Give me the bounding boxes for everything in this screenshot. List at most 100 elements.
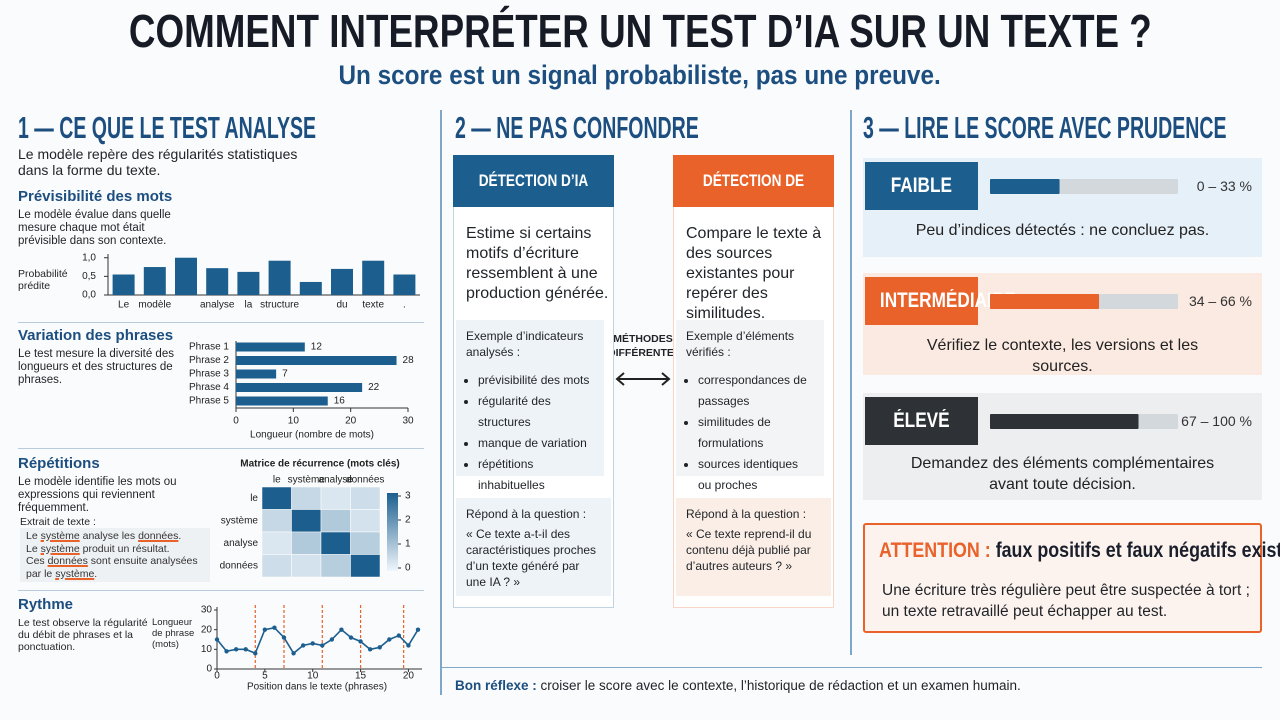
x-tick-label: la	[245, 300, 253, 311]
point	[310, 641, 315, 646]
description: Le modèle identifie les mots ou expressi…	[18, 476, 177, 514]
y-tick-label: 10	[201, 644, 213, 655]
subheading: Prévisibilité des mots	[18, 188, 173, 205]
row-label: le	[250, 493, 258, 504]
column-label: analyse	[319, 475, 354, 486]
level-block: FAIBLE 0 – 33 % Peu d’indices détectés : n…	[863, 158, 1262, 257]
x-tick-label: modèle	[138, 300, 171, 311]
bar	[362, 260, 385, 295]
bar	[112, 274, 135, 295]
point	[243, 647, 248, 652]
excerpt-segment: .	[178, 530, 182, 542]
title: COMMENT INTERPRÉTER UN TEST D’IA SUR UN …	[128, 5, 1152, 57]
heat-cell	[350, 531, 381, 555]
y-axis-label: Probabilité prédite	[18, 268, 68, 292]
examples-box: Exemple d’indicateurs analysés : prévisib…	[456, 320, 604, 492]
colorbar-label: 2	[405, 515, 411, 526]
level-block: INTERMÉDIAIRE 34 – 66 % Vérifiez le contex…	[863, 273, 1262, 375]
separator	[18, 448, 424, 449]
level-range: 34 – 66 %	[1188, 293, 1252, 309]
data-label: 7	[282, 369, 288, 380]
bar	[236, 369, 277, 379]
heat-cell	[320, 486, 351, 510]
excerpt-line: Ces données sont ensuite analysées	[26, 555, 204, 568]
question-box: Répond à la question : « Ce texte reprend…	[676, 498, 831, 596]
section-heading: 3 — LIRE LE SCORE AVEC PRUDENCE	[863, 110, 1227, 145]
colorbar-label: 3	[405, 491, 411, 502]
row-label: analyse	[224, 538, 259, 549]
point	[262, 627, 268, 632]
column-label: le	[273, 475, 281, 486]
y-tick-label: 30	[201, 605, 213, 616]
level-description: Demandez des éléments complémentaires av…	[910, 455, 1215, 493]
x-tick-label: du	[336, 300, 347, 311]
intro: Le modèle repère des régularités statist…	[18, 146, 298, 178]
separator	[18, 322, 424, 323]
point	[291, 651, 296, 656]
excerpt-segment: par le	[26, 567, 56, 580]
examples-label: Exemple d’éléments vérifiés :	[686, 329, 795, 359]
point	[300, 643, 306, 648]
excerpt-segment: Ces	[26, 555, 48, 567]
point	[377, 645, 382, 650]
bar	[236, 396, 328, 406]
excerpt-line: par le système.	[26, 568, 204, 581]
examples-list: prévisibilité des motsrégularité des str…	[466, 370, 594, 496]
question: « Ce texte reprend-il du contenu déjà pu…	[686, 527, 812, 573]
excerpt-segment: Le	[26, 542, 41, 555]
title-wrap: COMMENT INTERPRÉTER UN TEST D’IA SUR UN …	[0, 4, 1280, 58]
level-name: INTERMÉDIAIRE	[879, 289, 1016, 312]
point	[281, 635, 287, 640]
excerpt-segment: système	[55, 567, 95, 580]
excerpt-segment: données	[138, 530, 179, 542]
example-item: sources identiques ou proches	[698, 454, 814, 496]
heat-cell	[261, 509, 292, 533]
x-tick-label: 0	[233, 416, 239, 427]
footer-text: croiser le score avec le contexte, l’his…	[540, 678, 1021, 693]
heat-cell	[350, 509, 381, 533]
excerpt-segment: produit un résultat.	[79, 542, 170, 555]
heat-cell	[350, 486, 381, 510]
heat-cell	[320, 554, 351, 578]
card-header: DÉTECTION D’IA	[453, 155, 614, 207]
level-range: 0 – 33 %	[1196, 178, 1252, 194]
examples-box: Exemple d’éléments vérifiés : corresponda…	[676, 320, 824, 534]
description: Le test observe la régularité du débit d…	[18, 617, 148, 653]
heat-cell	[320, 509, 351, 533]
heat-cell	[350, 554, 381, 578]
level-name: ÉLEVÉ	[893, 409, 950, 432]
level-block: ÉLEVÉ 67 – 100 % Demandez des éléments com…	[863, 393, 1262, 500]
separator	[18, 590, 424, 591]
heat-cell	[261, 554, 292, 578]
footer: Bon réflexe : croiser le score avec le c…	[455, 678, 1021, 693]
y-tick-label: Phrase 5	[189, 396, 229, 407]
attention-headline: faux positifs et faux négatifs existent.	[995, 539, 1280, 562]
point	[272, 625, 277, 630]
point	[224, 649, 229, 654]
x-tick-label: 5	[262, 671, 268, 682]
x-tick-label: 30	[402, 416, 414, 427]
y-tick-label: Phrase 3	[189, 369, 229, 380]
card-title: DÉTECTION D’IA	[478, 171, 589, 190]
y-tick-label: 20	[201, 624, 213, 635]
divider	[440, 110, 442, 695]
subheading: Variation des phrases	[18, 327, 174, 344]
question-label: Répond à la question :	[686, 507, 807, 521]
level-description: Peu d’indices détectés : ne concluez pas…	[915, 222, 1210, 239]
bar	[299, 281, 322, 295]
level-name: FAIBLE	[890, 174, 953, 197]
level-name-box: FAIBLE	[865, 162, 978, 210]
y-tick-label: Phrase 2	[189, 355, 229, 366]
y-tick-label: Phrase 1	[189, 342, 229, 353]
level-name-box: ÉLEVÉ	[865, 397, 978, 445]
x-tick-label: .	[403, 300, 406, 311]
x-tick-label: Le	[118, 300, 130, 311]
excerpt-segment: analyse les	[79, 530, 139, 542]
x-tick-label: 20	[345, 416, 357, 427]
question: « Ce texte a-t-il des caractéristiques p…	[466, 527, 597, 589]
x-tick-label: analyse	[200, 300, 235, 311]
attention-body: Une écriture très régulière peut être su…	[882, 582, 1250, 620]
x-tick-label: texte	[362, 300, 384, 311]
card-text: Compare le texte à des sources existante…	[686, 225, 822, 322]
y-tick-label: 1,0	[82, 252, 96, 263]
